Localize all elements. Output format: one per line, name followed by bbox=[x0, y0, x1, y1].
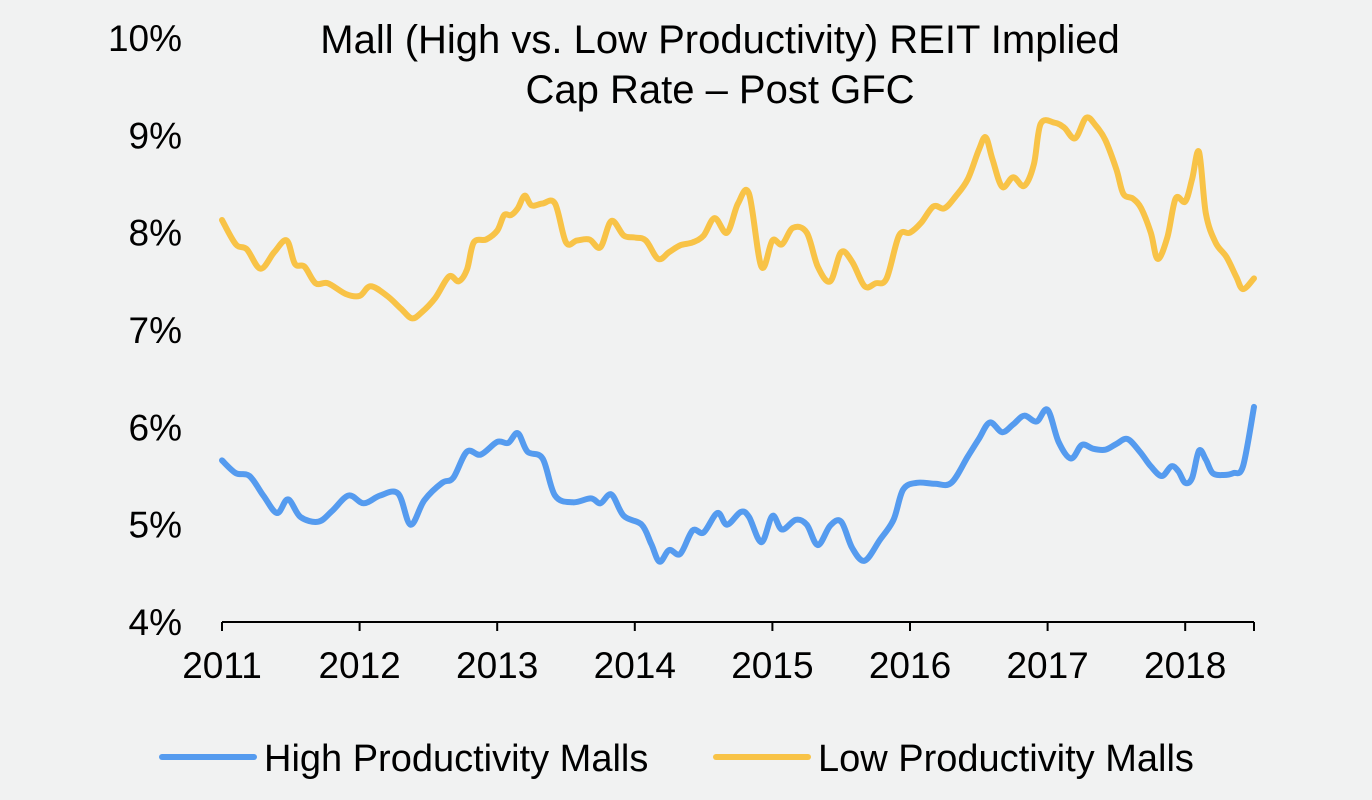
y-tick-label: 7% bbox=[129, 310, 182, 351]
y-tick-label: 6% bbox=[129, 407, 182, 448]
legend: High Productivity Malls Low Productivity … bbox=[159, 738, 1194, 780]
y-tick-label: 4% bbox=[129, 602, 182, 643]
y-tick-label: 10% bbox=[108, 18, 182, 59]
series-lines bbox=[219, 114, 1257, 565]
chart-title-line-1: Mall (High vs. Low Productivity) REIT Im… bbox=[320, 18, 1120, 62]
y-axis: 4% 5% 6% 7% 8% 9% 10% bbox=[108, 18, 182, 643]
y-tick-label: 5% bbox=[129, 505, 182, 546]
x-tick-label: 2016 bbox=[869, 645, 951, 686]
y-tick-label: 9% bbox=[129, 115, 182, 156]
chart-title-line-2: Cap Rate – Post GFC bbox=[525, 68, 914, 112]
x-tick-label: 2014 bbox=[594, 645, 676, 686]
x-tick-label: 2015 bbox=[731, 645, 813, 686]
legend-label: High Productivity Malls bbox=[264, 738, 648, 780]
series-line-high-productivity bbox=[219, 403, 1257, 565]
legend-item-high-productivity: High Productivity Malls bbox=[159, 738, 648, 780]
x-tick-label: 2013 bbox=[456, 645, 538, 686]
y-tick-label: 8% bbox=[129, 213, 182, 254]
legend-item-low-productivity: Low Productivity Malls bbox=[713, 738, 1194, 780]
x-axis: 2011 2012 2013 2014 2015 2016 2017 2018 bbox=[182, 621, 1255, 686]
x-tick-label: 2011 bbox=[182, 645, 262, 686]
x-tick-label: 2012 bbox=[318, 645, 400, 686]
chart-title: Mall (High vs. Low Productivity) REIT Im… bbox=[320, 18, 1120, 112]
series-line-low-productivity bbox=[219, 114, 1257, 322]
x-tick-label: 2018 bbox=[1144, 645, 1226, 686]
legend-label: Low Productivity Malls bbox=[818, 738, 1194, 780]
x-tick-label: 2017 bbox=[1006, 645, 1088, 686]
